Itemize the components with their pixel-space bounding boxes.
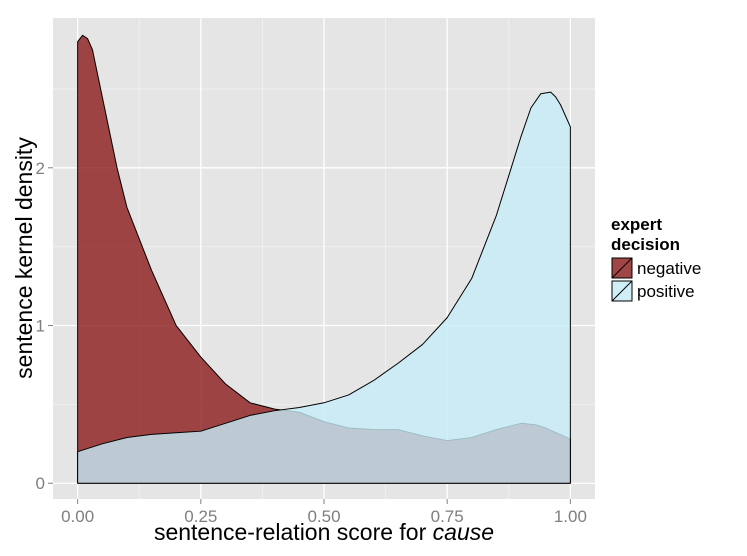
legend-item-positive: positive — [610, 279, 695, 303]
y-tick-label: 1 — [36, 317, 45, 336]
x-tick-label: 0.00 — [61, 507, 94, 526]
legend-title-line2: decision — [611, 235, 680, 254]
legend-label: positive — [637, 282, 695, 301]
legend-item-negative: negative — [610, 256, 701, 280]
x-axis-ticks: 0.00 0.25 0.50 0.75 1.00 — [61, 499, 587, 526]
legend-label: negative — [637, 259, 701, 278]
density-area-positive — [77, 91, 571, 484]
x-axis-title-italic: cause — [433, 519, 494, 545]
density-areas — [77, 34, 571, 484]
legend-key-slash — [611, 280, 633, 302]
x-tick-label: 0.75 — [431, 507, 464, 526]
y-axis-ticks: 0 1 2 — [36, 159, 53, 493]
legend-title-line1: expert — [611, 215, 662, 234]
y-tick-label: 2 — [36, 159, 45, 178]
x-axis-title-prefix: sentence-relation score for — [154, 519, 433, 545]
x-tick-label: 0.25 — [184, 507, 217, 526]
x-tick-label: 0.50 — [307, 507, 340, 526]
x-tick-label: 1.00 — [554, 507, 587, 526]
legend: expert decision negative positive — [610, 215, 701, 303]
y-tick-label: 0 — [36, 474, 45, 493]
legend-keys: negative positive — [610, 256, 701, 303]
y-axis-title: sentence kernel density — [11, 137, 37, 379]
legend-key-slash — [611, 257, 633, 279]
x-axis-title: sentence-relation score for cause — [154, 519, 494, 545]
